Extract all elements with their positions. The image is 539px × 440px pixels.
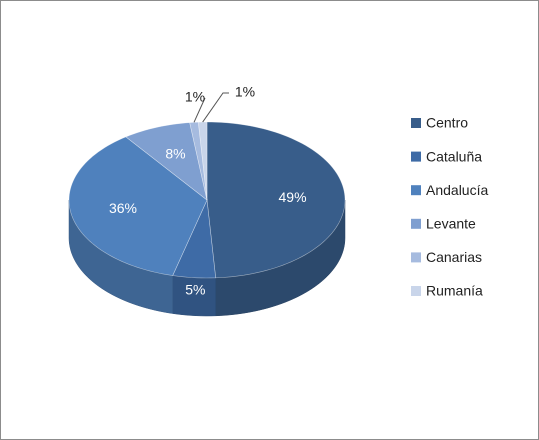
legend-swatch — [411, 286, 421, 296]
legend-label: Rumanía — [426, 283, 483, 299]
legend-swatch — [411, 118, 421, 128]
slice — [68, 136, 208, 276]
legend-label: Canarias — [426, 249, 482, 265]
data-label: 1% — [235, 84, 255, 100]
data-label: 36% — [109, 200, 137, 216]
legend: Centro Cataluña Andalucía Levante Canarias Ru… — [411, 115, 488, 299]
legend-label: Levante — [426, 216, 476, 232]
slice — [206, 121, 346, 279]
legend-label: Andalucía — [426, 182, 488, 198]
leader-line — [202, 92, 229, 123]
data-label: 1% — [185, 89, 205, 105]
slice — [125, 122, 208, 201]
slice — [172, 198, 217, 279]
leader-line — [193, 97, 206, 123]
legend-swatch — [411, 252, 421, 263]
legend-swatch — [411, 151, 421, 162]
data-label: 49% — [279, 189, 307, 205]
legend-swatch — [411, 218, 421, 229]
data-label: 5% — [185, 281, 205, 297]
legend-label: Cataluña — [426, 148, 482, 164]
pie-tops — [68, 121, 346, 279]
legend-swatch — [411, 185, 421, 196]
data-labels: 49% 5% 36% 8% 1% 1% — [109, 84, 307, 298]
data-label: 8% — [165, 146, 185, 162]
legend-label: Centro — [426, 115, 468, 131]
